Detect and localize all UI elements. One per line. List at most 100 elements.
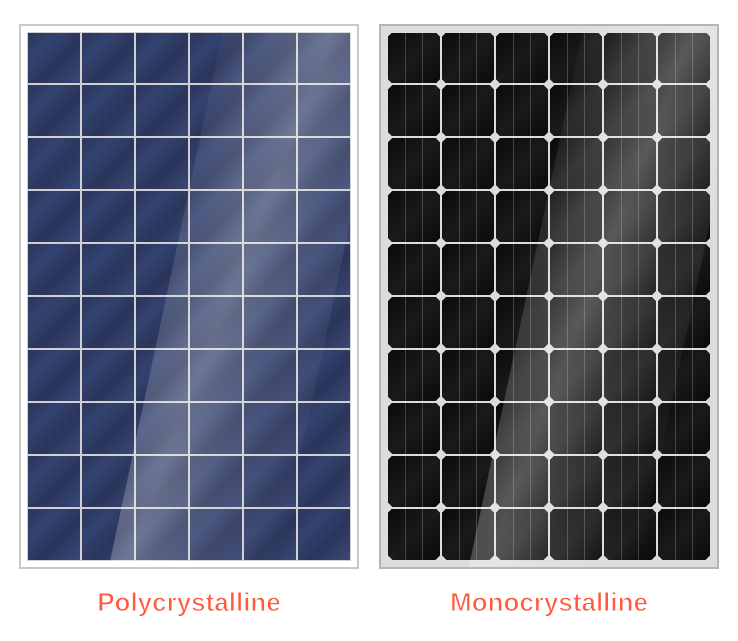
mono-cell — [549, 349, 603, 402]
poly-cell — [81, 402, 135, 455]
poly-cell — [243, 296, 297, 349]
poly-cell — [81, 84, 135, 137]
poly-cell — [189, 455, 243, 508]
mono-cell — [441, 296, 495, 349]
poly-cell — [81, 296, 135, 349]
poly-cell — [243, 402, 297, 455]
mono-cell — [657, 349, 711, 402]
mono-cell — [441, 349, 495, 402]
poly-cell — [27, 402, 81, 455]
mono-cell — [495, 296, 549, 349]
mono-cell — [549, 190, 603, 243]
poly-cell — [297, 243, 351, 296]
poly-cell — [189, 508, 243, 561]
poly-cell — [189, 349, 243, 402]
poly-cell — [189, 137, 243, 190]
mono-cell — [603, 455, 657, 508]
mono-cell — [495, 455, 549, 508]
mono-cell — [549, 296, 603, 349]
mono-cell — [603, 349, 657, 402]
mono-cell — [657, 243, 711, 296]
poly-cell — [297, 402, 351, 455]
polycrystalline-panel — [19, 24, 359, 569]
mono-cell — [657, 455, 711, 508]
mono-cell — [495, 402, 549, 455]
mono-cell — [387, 349, 441, 402]
poly-cell — [27, 190, 81, 243]
poly-cell — [27, 455, 81, 508]
poly-cell — [243, 349, 297, 402]
polycrystalline-panel-container: Polycrystalline — [19, 24, 359, 618]
mono-cell — [657, 190, 711, 243]
mono-cell — [603, 508, 657, 561]
poly-cell — [243, 243, 297, 296]
poly-cell — [297, 349, 351, 402]
mono-cell — [387, 296, 441, 349]
poly-cell — [135, 508, 189, 561]
mono-cell — [549, 137, 603, 190]
mono-cell — [549, 84, 603, 137]
mono-cell — [603, 32, 657, 85]
poly-cell — [297, 32, 351, 85]
mono-cell — [441, 137, 495, 190]
monocrystalline-panel — [379, 24, 719, 569]
mono-cell — [387, 402, 441, 455]
poly-cell — [135, 349, 189, 402]
mono-cell — [549, 402, 603, 455]
mono-cell — [657, 296, 711, 349]
poly-cell — [27, 137, 81, 190]
monocrystalline-label: Monocrystalline — [450, 587, 648, 618]
mono-cell — [657, 137, 711, 190]
mono-cell — [549, 32, 603, 85]
mono-cell — [387, 243, 441, 296]
mono-cell — [387, 137, 441, 190]
mono-cell — [495, 349, 549, 402]
mono-cell — [495, 243, 549, 296]
poly-cell — [81, 349, 135, 402]
poly-cell — [243, 508, 297, 561]
mono-cell — [495, 32, 549, 85]
poly-cell — [135, 455, 189, 508]
polycrystalline-label: Polycrystalline — [97, 587, 281, 618]
poly-cell — [297, 190, 351, 243]
mono-cell — [387, 508, 441, 561]
poly-cell — [189, 32, 243, 85]
poly-cell — [135, 402, 189, 455]
mono-cell — [603, 190, 657, 243]
poly-cell — [297, 508, 351, 561]
mono-cell — [441, 455, 495, 508]
poly-cell — [189, 243, 243, 296]
mono-cell — [549, 508, 603, 561]
poly-cell — [27, 84, 81, 137]
mono-cell — [495, 137, 549, 190]
mono-cell — [603, 84, 657, 137]
poly-cell — [297, 455, 351, 508]
poly-cell — [135, 137, 189, 190]
poly-cell — [135, 84, 189, 137]
mono-cell — [603, 137, 657, 190]
poly-cell — [189, 190, 243, 243]
mono-cell — [603, 402, 657, 455]
mono-cell — [441, 32, 495, 85]
poly-cell — [243, 137, 297, 190]
mono-cell — [441, 243, 495, 296]
mono-cell — [549, 243, 603, 296]
mono-cell — [441, 84, 495, 137]
poly-cell — [27, 349, 81, 402]
mono-cell — [387, 190, 441, 243]
mono-cell — [603, 243, 657, 296]
mono-cell — [387, 84, 441, 137]
poly-cell — [297, 137, 351, 190]
mono-cell — [657, 84, 711, 137]
poly-cell — [135, 243, 189, 296]
poly-cell — [81, 137, 135, 190]
mono-cell — [657, 402, 711, 455]
poly-cell — [81, 190, 135, 243]
poly-cell — [243, 190, 297, 243]
poly-cell — [27, 508, 81, 561]
mono-cell — [657, 32, 711, 85]
mono-cell — [387, 32, 441, 85]
poly-cell — [243, 32, 297, 85]
poly-cell — [81, 32, 135, 85]
mono-cell — [441, 402, 495, 455]
